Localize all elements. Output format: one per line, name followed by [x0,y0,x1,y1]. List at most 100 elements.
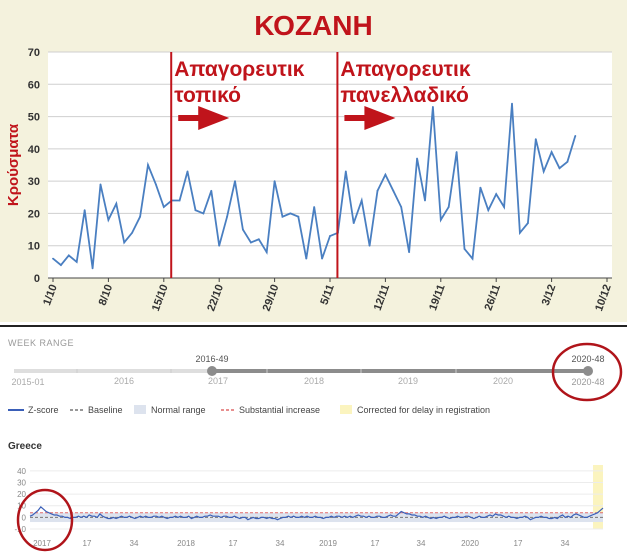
excess-mortality-panel: WEEK RANGE 2016-49 2020-48 2020-48 2015-01 20… [0,325,627,557]
annotation-line1: Απαγορευτικ [174,58,304,81]
data-point [416,157,418,160]
mini-x-tick-label: 2017 [33,539,51,548]
annotation-line2: τοπικό [174,84,241,107]
range-end-label-below: 2020-48 [571,377,604,387]
slider-year-label: 2019 [398,376,418,386]
data-point [60,264,62,266]
data-point [408,251,411,254]
data-point [257,238,260,241]
data-point [249,241,252,244]
week-range-and-zscore-chart: WEEK RANGE 2016-49 2020-48 2020-48 2015-01 20… [8,338,623,552]
mini-y-tick-label: 30 [17,478,26,487]
data-point [281,215,284,218]
data-point [526,222,529,225]
y-tick-label: 10 [28,241,40,253]
mini-y-tick-label: 40 [17,467,26,476]
mini-x-tick-label: 17 [371,539,380,548]
y-tick-label: 70 [28,47,40,59]
data-point [210,189,213,192]
range-start-label: 2016-49 [195,354,228,364]
legend-correction-swatch [340,405,352,414]
data-point [273,180,276,183]
x-tick-label: 29/10 [261,283,282,313]
mini-x-tick-label: 34 [276,539,285,548]
data-point [534,138,537,141]
data-point [392,189,395,192]
data-point [455,151,458,153]
x-tick-label: 19/11 [427,283,447,312]
y-tick-label: 0 [34,273,40,285]
data-point [83,209,86,212]
data-point [289,212,292,215]
data-point [91,267,94,270]
data-point [162,206,165,208]
data-point [75,260,78,263]
slider-year-label: 2016 [114,376,134,386]
data-point [186,170,189,173]
data-point [99,183,102,186]
y-tick-label: 30 [28,176,40,188]
range-start-handle[interactable] [207,366,217,376]
y-tick-label: 40 [28,144,40,156]
highlight-circle [551,342,623,402]
data-point [139,215,141,218]
mini-x-tick-label: 17 [514,539,523,548]
data-point [234,180,236,183]
x-tick-label: 3/12 [540,283,559,307]
data-point [503,206,506,208]
y-axis-label: Κρούσματα [5,123,22,206]
y-tick-label: 50 [28,112,40,124]
data-point [265,251,268,254]
highlight-circle [16,488,74,552]
week-range-label: WEEK RANGE [8,338,74,348]
legend-correction-label: Corrected for delay in registration [357,405,490,415]
x-tick-label: 15/10 [150,283,171,313]
data-point [344,170,347,173]
x-tick-label: 22/10 [205,283,226,313]
data-point [123,241,126,244]
x-tick-label: 26/11 [483,283,503,312]
x-tick-label: 8/10 [97,283,116,307]
data-point [297,215,300,218]
mini-x-tick-label: 17 [83,539,92,548]
data-point [147,164,149,166]
data-point [431,105,434,108]
legend-normal-range-label: Normal range [151,405,206,415]
data-point [558,167,561,170]
range-end-handle[interactable] [583,366,593,376]
arrow-shaft [344,115,367,121]
data-point [321,257,323,260]
data-point [368,244,371,247]
mini-y-tick-label: 0 [22,513,27,522]
data-point [242,228,244,231]
data-point [218,244,221,247]
x-tick-label: 12/11 [372,283,392,312]
data-point [400,206,403,208]
data-point [542,170,545,173]
data-point [463,248,466,250]
data-point [352,222,355,225]
data-point [519,231,521,234]
slider-year-label: 2017 [208,376,228,386]
x-tick-label: 10/12 [593,283,614,313]
arrow-right-icon [198,106,230,130]
slider-year-label: 2018 [304,376,324,386]
plot-area [48,52,612,278]
data-point [226,215,229,218]
y-tick-label: 60 [28,79,40,91]
mini-x-tick-label: 34 [130,539,139,548]
zscore-line [29,506,604,521]
mini-x-tick-label: 34 [561,539,570,548]
kozani-chart-panel: ΚΟΖΑΝΗ 0 10 20 30 40 50 60 70 1/10 8/10 15/10 22/10… [0,0,627,322]
slider-year-label: 2020 [493,376,513,386]
data-point [313,206,316,208]
arrow-right-icon [364,106,396,130]
mini-x-tick-label: 2018 [177,539,195,548]
y-tick-label: 20 [28,208,40,220]
data-point [439,218,442,221]
data-point [194,209,197,212]
data-point [384,173,387,176]
data-point [131,231,134,234]
data-point [305,257,308,260]
